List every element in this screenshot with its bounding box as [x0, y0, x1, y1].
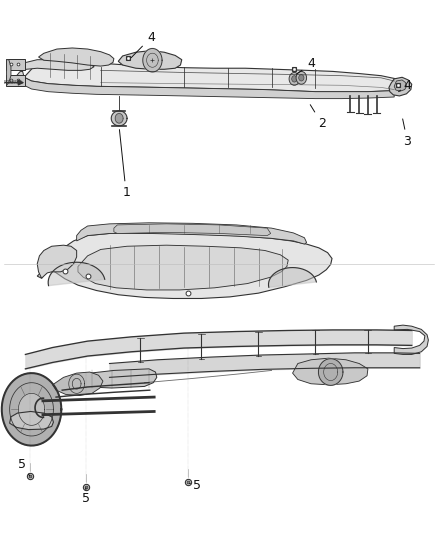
Polygon shape [389, 77, 412, 96]
Polygon shape [7, 60, 11, 85]
Polygon shape [24, 77, 394, 99]
Text: 1: 1 [120, 130, 130, 199]
Polygon shape [293, 358, 368, 385]
Circle shape [296, 71, 307, 84]
Polygon shape [18, 393, 45, 425]
Polygon shape [143, 49, 162, 72]
Polygon shape [111, 111, 127, 126]
Polygon shape [37, 233, 332, 298]
Text: FRONT: FRONT [4, 80, 22, 85]
Text: 4: 4 [399, 79, 411, 92]
Circle shape [299, 75, 304, 81]
Polygon shape [118, 51, 182, 69]
Text: 5: 5 [18, 458, 30, 476]
Text: 2: 2 [310, 104, 326, 130]
Polygon shape [77, 223, 307, 244]
Polygon shape [394, 80, 406, 91]
FancyBboxPatch shape [6, 59, 25, 70]
Polygon shape [72, 369, 157, 388]
Polygon shape [17, 60, 94, 84]
Text: 5: 5 [190, 479, 201, 491]
Polygon shape [35, 398, 43, 417]
Text: 4: 4 [297, 58, 315, 74]
Polygon shape [114, 224, 271, 236]
Polygon shape [78, 245, 288, 290]
Polygon shape [39, 48, 114, 66]
Polygon shape [268, 268, 316, 287]
Polygon shape [37, 245, 77, 278]
Polygon shape [48, 262, 105, 286]
Polygon shape [24, 61, 403, 92]
Text: 3: 3 [403, 119, 411, 148]
Text: 5: 5 [82, 488, 90, 505]
Polygon shape [53, 372, 103, 395]
Text: 4: 4 [131, 31, 155, 58]
Polygon shape [394, 325, 428, 354]
Polygon shape [115, 114, 123, 123]
FancyBboxPatch shape [6, 75, 25, 86]
Circle shape [292, 76, 297, 82]
Polygon shape [318, 359, 343, 385]
Polygon shape [2, 373, 61, 446]
Polygon shape [10, 411, 53, 430]
Circle shape [289, 72, 300, 85]
